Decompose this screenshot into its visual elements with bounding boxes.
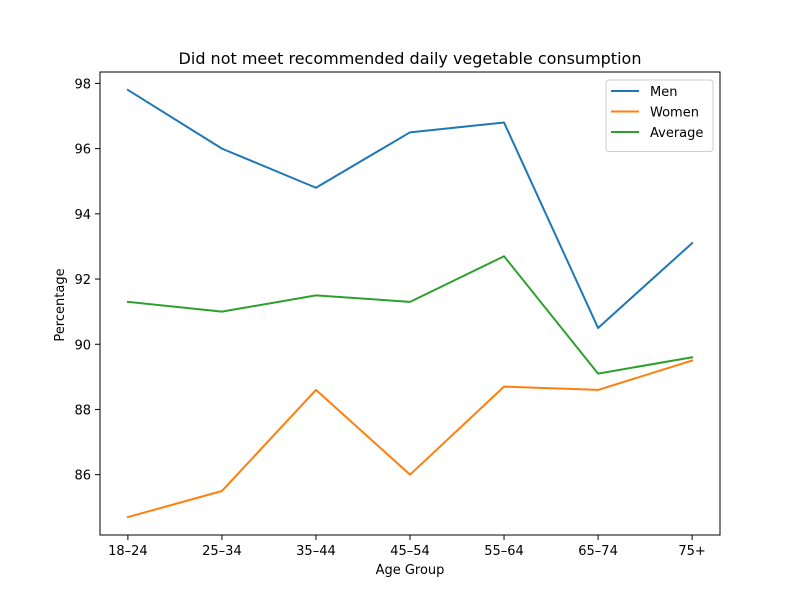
y-tick-label: 92	[74, 273, 91, 288]
x-tick-label: 45–54	[390, 544, 430, 559]
legend-label-men: Men	[650, 85, 677, 100]
x-tick-label: 35–44	[296, 544, 336, 559]
legend-box	[605, 79, 714, 152]
y-tick-label: 86	[74, 469, 91, 484]
x-tick-label: 55–64	[484, 544, 524, 559]
plot-area: 18–24 25–34 35–44 45–54 55–64 65–74 75+ 86 88 90 9…	[74, 71, 721, 559]
x-tick-label: 75+	[678, 544, 705, 559]
y-tick-label: 94	[74, 208, 91, 223]
x-axis-label: Age Group	[376, 563, 445, 578]
series-line-women	[126, 359, 694, 519]
x-tick-label: 65–74	[578, 544, 618, 559]
x-tick-label: 25–34	[202, 544, 242, 559]
x-tick-label: 18–24	[108, 544, 148, 559]
y-tick-label: 96	[74, 143, 91, 158]
y-axis-label: Percentage	[53, 268, 68, 341]
legend-label-average: Average	[650, 126, 703, 141]
series-line-average	[126, 255, 694, 375]
y-tick-label: 98	[74, 77, 91, 92]
legend: Men Women Average	[605, 79, 714, 152]
y-tick-label: 88	[74, 403, 91, 418]
legend-label-women: Women	[650, 106, 699, 121]
y-tick-label: 90	[74, 338, 91, 353]
chart-title: Did not meet recommended daily vegetable…	[179, 49, 642, 68]
